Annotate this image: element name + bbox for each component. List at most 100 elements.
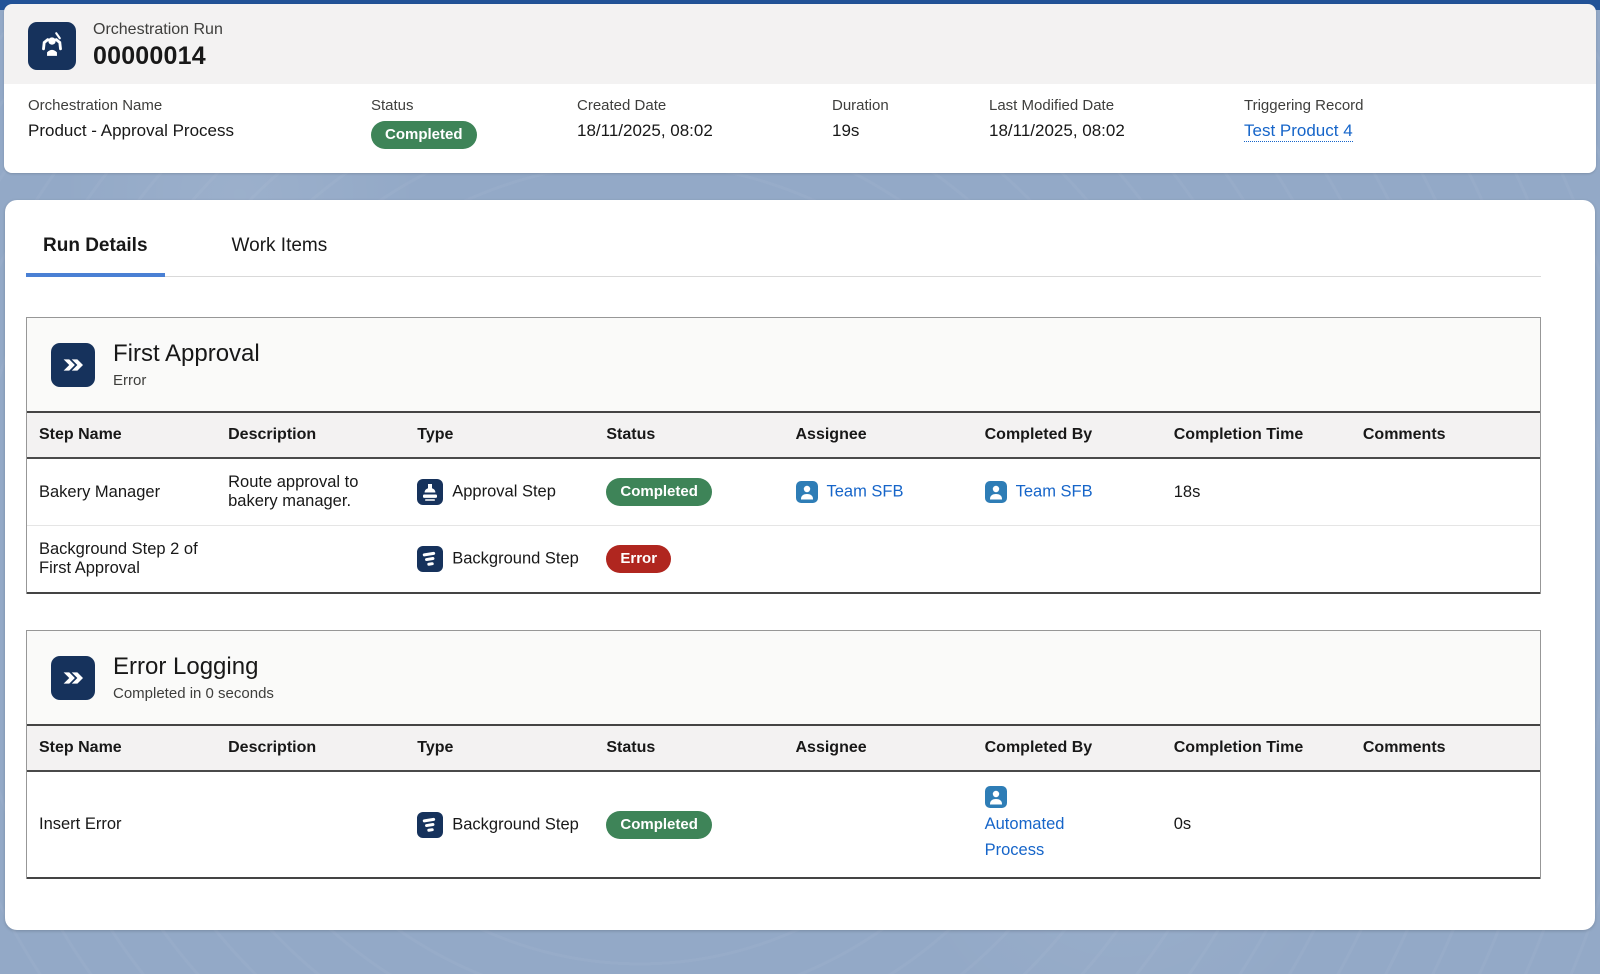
cell-comments xyxy=(1351,771,1540,878)
cell-step-name: Bakery Manager xyxy=(27,458,216,526)
orchestration-run-icon xyxy=(28,22,76,70)
steps-table: Step Name Description Type Status Assign… xyxy=(27,411,1540,594)
run-detail-card: Run Details Work Items First Approval Er… xyxy=(5,200,1595,930)
table-row: Background Step 2 of First Approval xyxy=(27,526,1540,594)
record-header-top: Orchestration Run 00000014 xyxy=(4,4,1596,84)
background-step-icon xyxy=(417,546,443,572)
tab-bar: Run Details Work Items xyxy=(26,220,1541,277)
field-created-date: Created Date 18/11/2025, 08:02 xyxy=(577,97,832,141)
field-orchestration-name: Orchestration Name Product - Approval Pr… xyxy=(28,97,371,141)
field-last-modified-date: Last Modified Date 18/11/2025, 08:02 xyxy=(989,97,1244,141)
col-step-name: Step Name xyxy=(27,725,216,771)
field-status: Status Completed xyxy=(371,97,577,149)
status-badge: Completed xyxy=(606,478,712,506)
stage-title: Error Logging xyxy=(113,653,274,681)
field-label: Duration xyxy=(832,97,979,114)
stage-header: Error Logging Completed in 0 seconds xyxy=(27,631,1540,724)
cell-completion-time: 0s xyxy=(1162,771,1351,878)
type-label: Background Step xyxy=(452,549,579,567)
completed-by-link[interactable]: Team SFB xyxy=(1016,482,1093,500)
table-row: Bakery Manager Route approval to bakery … xyxy=(27,458,1540,526)
approval-step-icon xyxy=(417,479,443,505)
col-completed-by: Completed By xyxy=(973,412,1162,458)
col-status: Status xyxy=(594,412,783,458)
field-label: Orchestration Name xyxy=(28,97,361,114)
cell-description xyxy=(216,771,405,878)
stage-section-first-approval: First Approval Error Step Name Descripti… xyxy=(26,317,1541,594)
field-triggering-record: Triggering Record Test Product 4 xyxy=(1244,97,1572,141)
type-label: Background Step xyxy=(452,815,579,833)
tab-work-items[interactable]: Work Items xyxy=(215,220,345,277)
cell-status: Error xyxy=(594,526,783,594)
cell-type: Approval Step xyxy=(405,458,594,526)
cell-assignee xyxy=(784,771,973,878)
status-badge: Completed xyxy=(606,811,712,839)
field-value: 18/11/2025, 08:02 xyxy=(577,121,822,141)
field-value: 19s xyxy=(832,121,979,141)
col-assignee: Assignee xyxy=(784,412,973,458)
col-type: Type xyxy=(405,412,594,458)
tab-run-details[interactable]: Run Details xyxy=(26,220,165,277)
col-comments: Comments xyxy=(1351,412,1540,458)
cell-completed-by: Automated Process xyxy=(973,771,1162,878)
background-step-icon xyxy=(417,812,443,838)
cell-assignee: Team SFB xyxy=(784,458,973,526)
col-comments: Comments xyxy=(1351,725,1540,771)
cell-status: Completed xyxy=(594,771,783,878)
cell-step-name: Insert Error xyxy=(27,771,216,878)
assignee-link[interactable]: Team SFB xyxy=(827,482,904,500)
stage-header: First Approval Error xyxy=(27,318,1540,411)
col-completion-time: Completion Time xyxy=(1162,412,1351,458)
field-label: Created Date xyxy=(577,97,822,114)
stage-chevrons-icon xyxy=(51,656,95,700)
cell-completion-time xyxy=(1162,526,1351,594)
cell-comments xyxy=(1351,458,1540,526)
col-description: Description xyxy=(216,725,405,771)
stage-chevrons-icon xyxy=(51,343,95,387)
user-avatar-icon xyxy=(796,481,818,503)
col-step-name: Step Name xyxy=(27,412,216,458)
field-duration: Duration 19s xyxy=(832,97,989,141)
field-label: Status xyxy=(371,97,567,114)
record-name: 00000014 xyxy=(93,42,223,71)
stage-subtitle: Completed in 0 seconds xyxy=(113,685,274,702)
col-completed-by: Completed By xyxy=(973,725,1162,771)
cell-completed-by: Team SFB xyxy=(973,458,1162,526)
col-completion-time: Completion Time xyxy=(1162,725,1351,771)
cell-type: Background Step xyxy=(405,771,594,878)
status-badge: Error xyxy=(606,545,671,573)
col-status: Status xyxy=(594,725,783,771)
triggering-record-link[interactable]: Test Product 4 xyxy=(1244,121,1353,142)
type-label: Approval Step xyxy=(452,482,556,500)
record-header-card: Orchestration Run 00000014 Orchestration… xyxy=(4,4,1596,173)
cell-status: Completed xyxy=(594,458,783,526)
user-avatar-icon xyxy=(985,481,1007,503)
cell-completion-time: 18s xyxy=(1162,458,1351,526)
user-avatar-icon xyxy=(985,786,1150,808)
cell-description: Route approval to bakery manager. xyxy=(216,458,405,526)
status-badge: Completed xyxy=(371,121,477,149)
steps-table: Step Name Description Type Status Assign… xyxy=(27,724,1540,879)
table-row: Insert Error Ba xyxy=(27,771,1540,878)
field-label: Last Modified Date xyxy=(989,97,1234,114)
field-value: Product - Approval Process xyxy=(28,121,361,141)
field-value: 18/11/2025, 08:02 xyxy=(989,121,1234,141)
table-header-row: Step Name Description Type Status Assign… xyxy=(27,725,1540,771)
cell-comments xyxy=(1351,526,1540,594)
cell-completed-by xyxy=(973,526,1162,594)
stage-subtitle: Error xyxy=(113,372,260,389)
entity-label: Orchestration Run xyxy=(93,21,223,39)
stage-title: First Approval xyxy=(113,340,260,368)
cell-assignee xyxy=(784,526,973,594)
table-header-row: Step Name Description Type Status Assign… xyxy=(27,412,1540,458)
field-label: Triggering Record xyxy=(1244,97,1562,114)
stage-section-error-logging: Error Logging Completed in 0 seconds Ste… xyxy=(26,630,1541,879)
cell-type: Background Step xyxy=(405,526,594,594)
cell-step-name: Background Step 2 of First Approval xyxy=(27,526,216,594)
cell-description xyxy=(216,526,405,594)
completed-by-link[interactable]: Automated Process xyxy=(985,812,1080,863)
col-assignee: Assignee xyxy=(784,725,973,771)
col-description: Description xyxy=(216,412,405,458)
record-highlights-fields: Orchestration Name Product - Approval Pr… xyxy=(4,84,1596,173)
col-type: Type xyxy=(405,725,594,771)
